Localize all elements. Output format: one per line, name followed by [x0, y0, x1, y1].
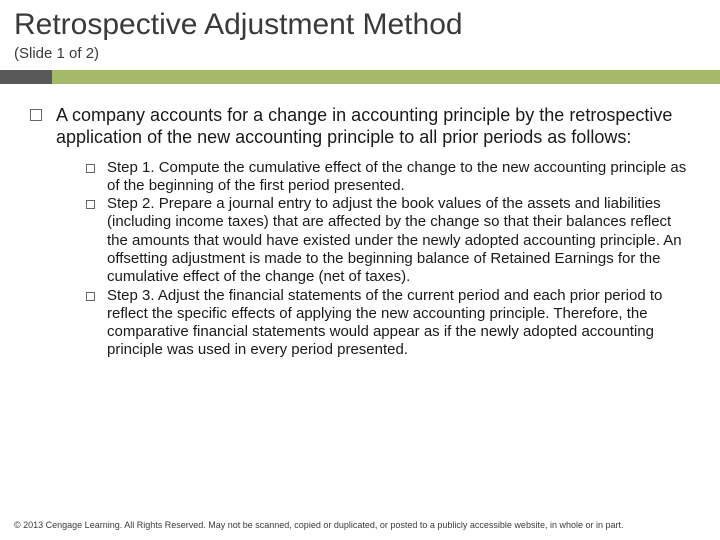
divider-bar [0, 70, 720, 84]
list-item: Step 1. Compute the cumulative effect of… [86, 159, 690, 196]
content-area: A company accounts for a change in accou… [0, 84, 720, 360]
square-bullet-small-icon [86, 292, 95, 301]
list-item: Step 3. Adjust the financial statements … [86, 287, 690, 360]
slide-subtitle: (Slide 1 of 2) [14, 45, 706, 62]
title-area: Retrospective Adjustment Method (Slide 1… [0, 0, 720, 64]
step-text: Step 1. Compute the cumulative effect of… [107, 159, 690, 196]
divider-green-segment [52, 70, 720, 84]
main-bullet-text: A company accounts for a change in accou… [56, 104, 690, 149]
main-bullet-item: A company accounts for a change in accou… [30, 104, 690, 360]
step-text: Step 3. Adjust the financial statements … [107, 287, 690, 360]
list-item: Step 2. Prepare a journal entry to adjus… [86, 195, 690, 286]
steps-list: Step 1. Compute the cumulative effect of… [56, 159, 690, 360]
slide-title: Retrospective Adjustment Method [14, 8, 706, 43]
copyright-footer: © 2013 Cengage Learning. All Rights Rese… [14, 520, 706, 530]
step-text: Step 2. Prepare a journal entry to adjus… [107, 195, 690, 286]
divider-dark-segment [0, 70, 52, 84]
square-bullet-small-icon [86, 200, 95, 209]
square-bullet-small-icon [86, 164, 95, 173]
square-bullet-icon [30, 109, 42, 121]
